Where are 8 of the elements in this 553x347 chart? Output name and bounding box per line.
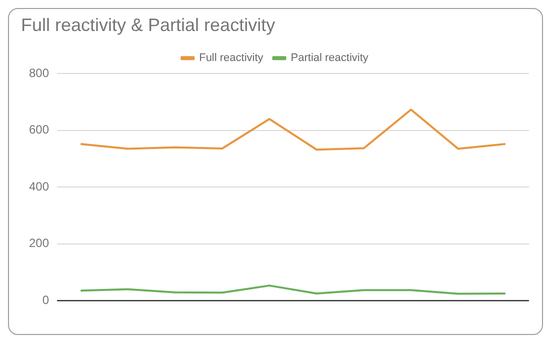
legend-label: Full reactivity <box>199 52 264 64</box>
chart-title: Full reactivity & Partial reactivity <box>21 14 276 35</box>
y-tick-label: 800 <box>28 66 50 80</box>
legend-label: Partial reactivity <box>290 52 369 64</box>
y-tick-label: 600 <box>28 122 50 137</box>
y-tick-label: 200 <box>28 236 50 250</box>
y-tick-label: 0 <box>42 292 50 307</box>
y-tick-label: 400 <box>28 179 50 194</box>
